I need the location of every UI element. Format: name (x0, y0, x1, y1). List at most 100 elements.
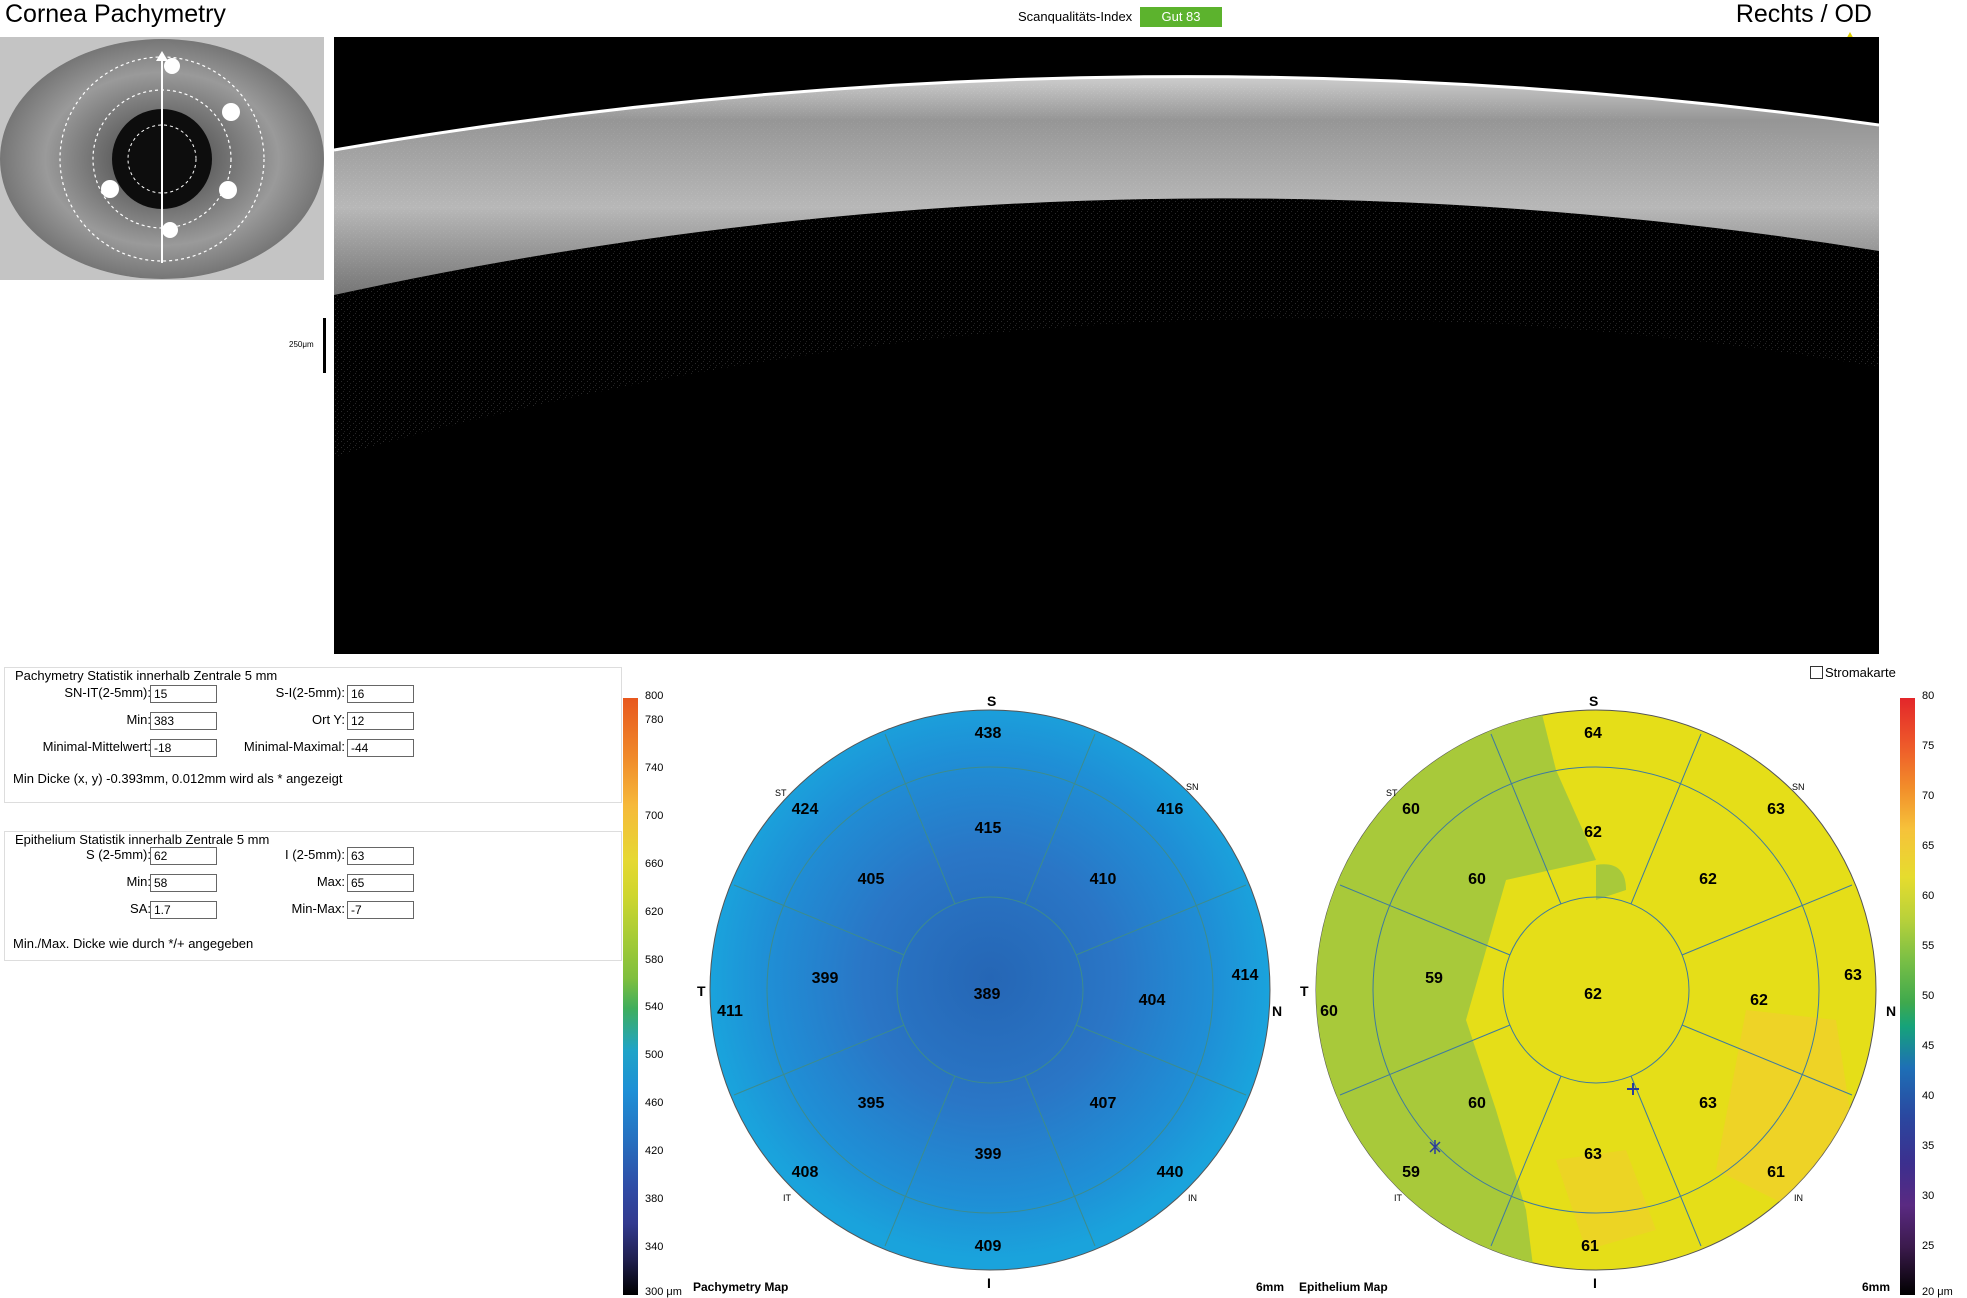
pachy-inner-s: 415 (975, 820, 1002, 837)
pachy-orient-t: T (697, 983, 706, 999)
stroma-checkbox[interactable] (1810, 666, 1823, 679)
min-mean-label: Minimal-Mittelwert: (42, 739, 151, 754)
pachymetry-colorbar (623, 698, 638, 1295)
epithelium-map: S I T N ST SN IT IN 62 62 62 62 63 63 60… (1300, 693, 1896, 1290)
colorbar-tick: 620 (645, 906, 664, 918)
pachymetry-map-size: 6mm (1256, 1280, 1285, 1294)
pachy-outer-sn: 416 (1157, 801, 1184, 818)
pachymetry-map: S I T N ST SN IT IN 389 415 410 404 407 … (697, 693, 1282, 1290)
epithelium-map-size: 6mm (1862, 1280, 1891, 1294)
epi-orient-t: T (1300, 983, 1309, 999)
colorbar-tick: 25 (1922, 1240, 1935, 1252)
epi-inner-sn: 62 (1699, 871, 1717, 888)
epi-inner-st: 60 (1468, 871, 1486, 888)
epi-inner-t: 59 (1425, 970, 1443, 987)
epi-sa-field[interactable]: 1.7 (150, 901, 217, 919)
colorbar-tick: 45 (1922, 1040, 1935, 1052)
pachymetry-stats-panel: Pachymetry Statistik innerhalb Zentrale … (4, 667, 622, 803)
colorbar-tick: 300 μm (645, 1286, 682, 1298)
colorbar-tick: 65 (1922, 840, 1935, 852)
scale-label: 250μm (289, 340, 314, 349)
epi-orient-n: N (1886, 1003, 1896, 1019)
epi-sa-label: SA: (130, 901, 151, 916)
colorbar-tick: 340 (645, 1241, 664, 1253)
sn-it-field[interactable]: 15 (150, 685, 217, 703)
epi-inner-in: 63 (1699, 1095, 1717, 1112)
epi-inner-i: 63 (1584, 1146, 1602, 1163)
iris-image (0, 37, 324, 280)
colorbar-tick: 660 (645, 858, 664, 870)
pachy-inner-in: 407 (1090, 1095, 1117, 1112)
scan-quality-label: Scanqualitäts-Index (1018, 9, 1133, 24)
epi-inner-s: 62 (1584, 824, 1602, 841)
min-max-field[interactable]: -44 (347, 739, 414, 757)
pachy-outer-i: 409 (975, 1238, 1002, 1255)
ort-y-field[interactable]: 12 (347, 712, 414, 730)
scan-quality-badge: Gut 83 (1140, 7, 1222, 27)
s-i-field[interactable]: 16 (347, 685, 414, 703)
epi-orient-in: IN (1794, 1193, 1803, 1203)
epi-s-label: S (2-5mm): (86, 847, 151, 862)
colorbar-tick: 420 (645, 1145, 664, 1157)
eye-label: Rechts / OD (1735, 0, 1872, 28)
min-mean-field[interactable]: -18 (150, 739, 217, 757)
epi-center: 62 (1584, 986, 1602, 1003)
epi-orient-it: IT (1394, 1193, 1403, 1203)
pachy-orient-i: I (987, 1275, 991, 1290)
pachy-inner-st: 405 (858, 871, 885, 888)
epi-min-label: Min: (126, 874, 151, 889)
epithelium-note: Min./Max. Dicke wie durch */+ angegeben (13, 936, 254, 951)
pachy-orient-n: N (1272, 1003, 1282, 1019)
epi-min-field[interactable]: 58 (150, 874, 217, 892)
s-i-label: S-I(2-5mm): (275, 685, 345, 700)
ort-y-label: Ort Y: (312, 712, 345, 727)
pachy-inner-i: 399 (975, 1146, 1002, 1163)
epi-s-field[interactable]: 62 (150, 847, 217, 865)
colorbar-tick: 380 (645, 1193, 664, 1205)
epi-orient-i: I (1593, 1275, 1597, 1290)
pachy-outer-st: 424 (792, 801, 819, 818)
colorbar-tick: 30 (1922, 1190, 1935, 1202)
stroma-label: Stromakarte (1825, 665, 1896, 680)
epi-inner-it: 60 (1468, 1095, 1486, 1112)
colorbar-tick: 60 (1922, 890, 1935, 902)
epithelium-stats-title: Epithelium Statistik innerhalb Zentrale … (13, 832, 272, 847)
min-field[interactable]: 383 (150, 712, 217, 730)
colorbar-tick: 540 (645, 1001, 664, 1013)
pachy-inner-n: 404 (1139, 992, 1166, 1009)
epi-outer-in: 61 (1767, 1164, 1785, 1181)
colorbar-tick: 55 (1922, 940, 1935, 952)
max-thickness-marker-icon (1627, 1083, 1639, 1095)
epi-outer-it: 59 (1402, 1164, 1420, 1181)
pachymetry-stats-title: Pachymetry Statistik innerhalb Zentrale … (13, 668, 280, 683)
epithelium-map-title: Epithelium Map (1299, 1280, 1388, 1294)
pachy-inner-t: 399 (812, 970, 839, 987)
page-title: Cornea Pachymetry (5, 0, 226, 28)
epithelium-stats-panel: Epithelium Statistik innerhalb Zentrale … (4, 831, 622, 961)
epi-orient-st: ST (1386, 788, 1398, 798)
colorbar-tick: 40 (1922, 1090, 1935, 1102)
epi-i-label: I (2-5mm): (285, 847, 345, 862)
sn-it-label: SN-IT(2-5mm): (64, 685, 151, 700)
pachymetry-map-title: Pachymetry Map (693, 1280, 789, 1294)
epi-orient-s: S (1589, 693, 1598, 709)
epi-max-field[interactable]: 65 (347, 874, 414, 892)
pachy-outer-t: 411 (717, 1003, 743, 1020)
pachy-outer-s: 438 (975, 725, 1002, 742)
pachy-orient-s: S (987, 693, 996, 709)
colorbar-tick: 500 (645, 1049, 664, 1061)
epi-outer-t: 60 (1320, 1003, 1338, 1020)
epi-minmax-field[interactable]: -7 (347, 901, 414, 919)
min-label: Min: (126, 712, 151, 727)
pachy-outer-n: 414 (1232, 967, 1259, 984)
epi-outer-st: 60 (1402, 801, 1420, 818)
colorbar-tick: 20 μm (1922, 1286, 1953, 1298)
pachy-outer-in: 440 (1157, 1164, 1184, 1181)
pachy-inner-it: 395 (858, 1095, 885, 1112)
pachy-orient-it: IT (783, 1193, 792, 1203)
stroma-map-toggle[interactable]: Stromakarte (1810, 665, 1896, 680)
epi-outer-s: 64 (1584, 725, 1602, 742)
epi-i-field[interactable]: 63 (347, 847, 414, 865)
colorbar-tick: 740 (645, 762, 664, 774)
oct-bscan-image (334, 37, 1879, 654)
